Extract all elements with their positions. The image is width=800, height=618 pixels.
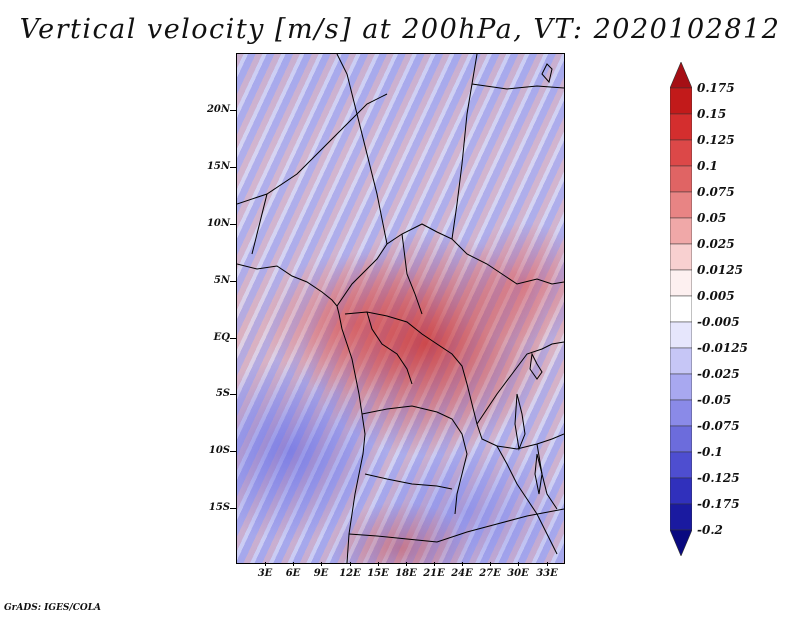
colorbar-label: -0.0125 bbox=[697, 341, 748, 355]
colorbar-segment bbox=[670, 62, 692, 89]
colorbar-segment bbox=[670, 165, 692, 193]
credit-text: GrADS: IGES/COLA bbox=[4, 603, 102, 613]
x-tick bbox=[462, 562, 463, 566]
x-tick bbox=[378, 562, 379, 566]
chart-title: Vertical velocity [m/s] at 200hPa, VT: 2… bbox=[19, 14, 781, 45]
country-borders bbox=[237, 54, 564, 563]
x-tick bbox=[490, 562, 491, 566]
y-tick bbox=[230, 394, 236, 395]
colorbar-label: -0.025 bbox=[697, 367, 740, 381]
colorbar-label: -0.175 bbox=[697, 497, 740, 511]
colorbar-label: 0.15 bbox=[697, 107, 727, 121]
colorbar-segment bbox=[670, 217, 692, 245]
colorbar-segment bbox=[670, 425, 692, 453]
colorbar bbox=[670, 62, 692, 556]
colorbar-segment bbox=[670, 477, 692, 505]
colorbar-label: 0.025 bbox=[697, 237, 735, 251]
colorbar-segment bbox=[670, 87, 692, 115]
x-tick bbox=[350, 562, 351, 566]
longitude-label: 24E bbox=[451, 568, 473, 579]
colorbar-label: -0.005 bbox=[697, 315, 740, 329]
longitude-label: 9E bbox=[313, 568, 329, 579]
x-tick bbox=[293, 562, 294, 566]
y-tick bbox=[230, 224, 236, 225]
x-tick bbox=[406, 562, 407, 566]
colorbar-label: 0.0125 bbox=[697, 263, 743, 277]
colorbar-label: 0.1 bbox=[697, 159, 718, 173]
colorbar-segment bbox=[670, 269, 692, 297]
y-tick bbox=[230, 451, 236, 452]
colorbar-label: 0.05 bbox=[697, 211, 727, 225]
x-tick bbox=[434, 562, 435, 566]
latitude-label: EQ bbox=[213, 332, 230, 343]
colorbar-segment bbox=[670, 451, 692, 479]
colorbar-label: 0.075 bbox=[697, 185, 735, 199]
longitude-label: 6E bbox=[285, 568, 301, 579]
y-tick bbox=[230, 110, 236, 111]
longitude-label: 15E bbox=[367, 568, 389, 579]
coastline bbox=[237, 263, 366, 563]
colorbar-label: -0.1 bbox=[697, 445, 723, 459]
longitude-label: 18E bbox=[395, 568, 417, 579]
x-tick bbox=[321, 562, 322, 566]
colorbar-segment bbox=[670, 139, 692, 167]
latitude-label: 5S bbox=[215, 388, 230, 399]
colorbar-segment bbox=[670, 503, 692, 531]
y-tick bbox=[230, 508, 236, 509]
colorbar-label: -0.05 bbox=[697, 393, 732, 407]
colorbar-segment bbox=[670, 191, 692, 219]
colorbar-segment bbox=[670, 113, 692, 141]
latitude-label: 10S bbox=[208, 445, 230, 456]
longitude-label: 21E bbox=[423, 568, 445, 579]
colorbar-label: -0.2 bbox=[697, 523, 723, 537]
longitude-label: 3E bbox=[257, 568, 273, 579]
colorbar-segment bbox=[670, 373, 692, 401]
longitude-label: 12E bbox=[339, 568, 361, 579]
map-panel bbox=[236, 53, 565, 564]
colorbar-label: 0.125 bbox=[697, 133, 735, 147]
y-tick bbox=[230, 281, 236, 282]
colorbar-label: 0.005 bbox=[697, 289, 735, 303]
colorbar-segment bbox=[670, 321, 692, 349]
y-tick bbox=[230, 338, 236, 339]
x-tick bbox=[547, 562, 548, 566]
colorbar-label: 0.175 bbox=[697, 81, 735, 95]
latitude-label: 10N bbox=[206, 218, 230, 229]
longitude-label: 30E bbox=[507, 568, 529, 579]
x-tick bbox=[265, 562, 266, 566]
latitude-label: 5N bbox=[213, 275, 230, 286]
y-tick bbox=[230, 167, 236, 168]
latitude-label: 15S bbox=[208, 502, 230, 513]
latitude-label: 20N bbox=[206, 104, 230, 115]
latitude-label: 15N bbox=[206, 161, 230, 172]
colorbar-segment bbox=[670, 529, 692, 556]
colorbar-segment bbox=[670, 243, 692, 271]
colorbar-label: -0.075 bbox=[697, 419, 740, 433]
x-tick bbox=[518, 562, 519, 566]
colorbar-segment bbox=[670, 399, 692, 427]
longitude-label: 33E bbox=[536, 568, 558, 579]
colorbar-label: -0.125 bbox=[697, 471, 740, 485]
colorbar-segment bbox=[670, 347, 692, 375]
colorbar-segment bbox=[670, 295, 692, 323]
longitude-label: 27E bbox=[479, 568, 501, 579]
